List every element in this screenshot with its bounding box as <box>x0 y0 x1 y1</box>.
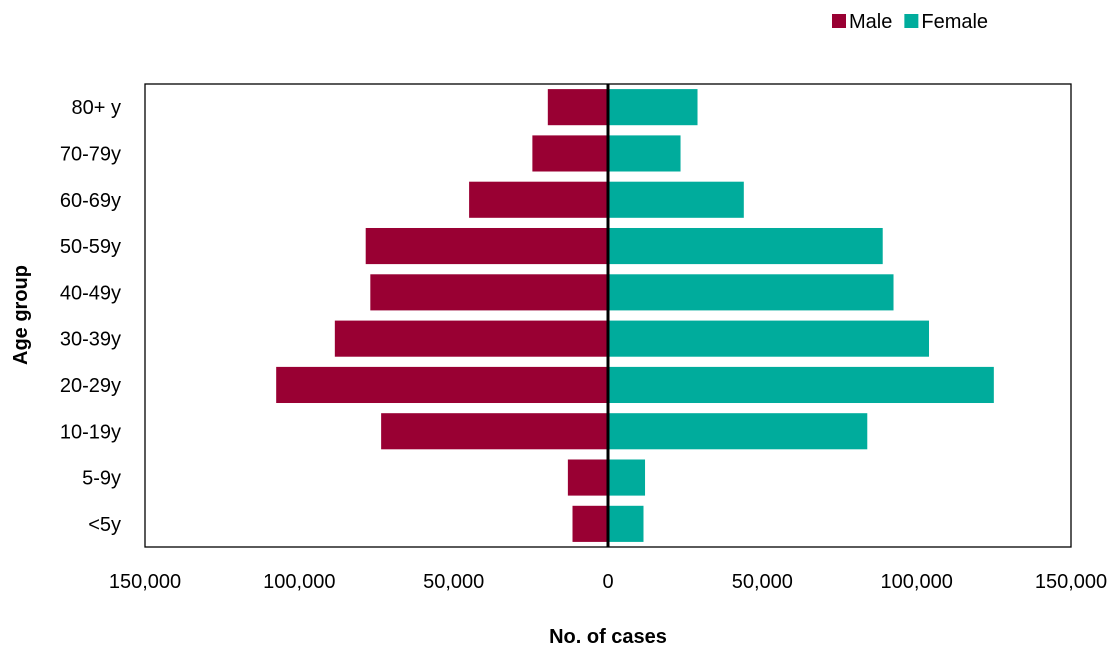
legend: Male Female <box>832 11 988 33</box>
bar-male-70-79y <box>532 135 608 172</box>
y-tick-label: 40-49y <box>60 282 121 304</box>
bar-male-50-59y <box>365 227 608 265</box>
y-tick-label: <5y <box>88 514 121 536</box>
x-axis-title: No. of cases <box>549 626 667 648</box>
y-tick-label: 60-69y <box>60 190 121 212</box>
bar-male-5y <box>572 505 608 542</box>
x-tick-label: 50,000 <box>423 571 484 593</box>
y-tick-label: 30-39y <box>60 329 121 351</box>
bar-male-40-49y <box>370 274 608 311</box>
bar-female-80-y <box>608 89 698 126</box>
legend-label-male: Male <box>849 11 892 33</box>
bar-male-30-39y <box>334 320 608 357</box>
bar-male-20-29y <box>276 366 608 404</box>
bar-female-40-49y <box>608 274 894 311</box>
x-tick-label: 0 <box>602 571 613 593</box>
y-tick-label: 10-19y <box>60 421 121 443</box>
bar-female-5y <box>608 505 644 542</box>
x-tick-labels: 150,000 100,000 50,000 0 50,000 100,000 150,00… <box>109 571 1107 593</box>
bar-male-60-69y <box>469 181 608 218</box>
y-tick-label: 5-9y <box>82 468 121 490</box>
bar-female-30-39y <box>608 320 930 357</box>
y-tick-label: 20-29y <box>60 375 121 397</box>
legend-swatch-female <box>904 14 919 28</box>
y-tick-label: 70-79y <box>60 143 121 165</box>
x-tick-label: 50,000 <box>732 571 793 593</box>
x-tick-label: 100,000 <box>263 571 335 593</box>
x-tick-label: 150,000 <box>109 571 181 593</box>
bar-female-20-29y <box>608 366 994 404</box>
y-tick-labels: 80+ y 70-79y 60-69y 50-59y 40-49y 30-39y 20-29… <box>60 97 121 536</box>
bar-female-5-9y <box>608 459 646 496</box>
bar-male-10-19y <box>381 413 608 450</box>
legend-swatch-male <box>832 14 846 28</box>
y-tick-label: 80+ y <box>72 97 121 119</box>
bar-female-10-19y <box>608 413 868 450</box>
bars-group <box>276 89 994 542</box>
bar-male-5-9y <box>567 459 608 496</box>
bar-female-70-79y <box>608 135 681 172</box>
bar-female-50-59y <box>608 227 883 265</box>
legend-label-female: Female <box>921 11 988 33</box>
y-axis-title: Age group <box>10 265 32 365</box>
bar-male-80-y <box>547 89 608 126</box>
bar-female-60-69y <box>608 181 744 218</box>
x-tick-label: 150,000 <box>1035 571 1107 593</box>
y-tick-label: 50-59y <box>60 236 121 258</box>
x-tick-label: 100,000 <box>881 571 953 593</box>
